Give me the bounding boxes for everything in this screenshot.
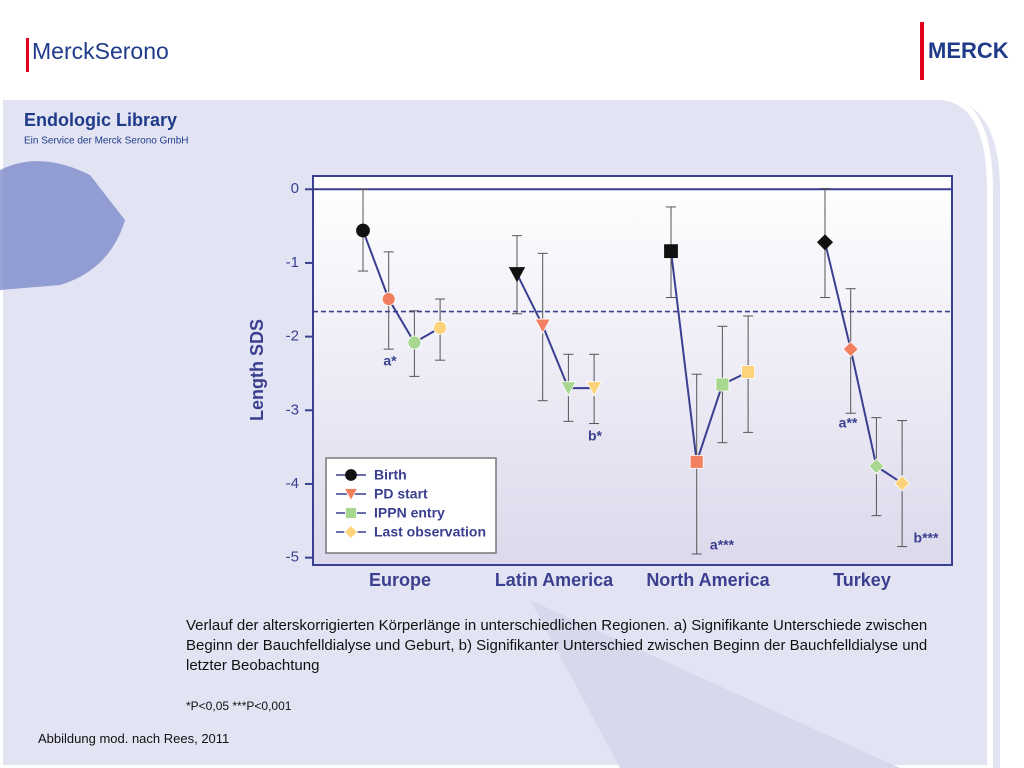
data-point [560, 381, 577, 397]
y-tick-label: -3 [286, 401, 299, 418]
background-edge [0, 94, 993, 768]
source: Abbildung mod. nach Rees, 2011 [38, 731, 230, 746]
data-point [842, 341, 859, 358]
logo-bar [26, 38, 29, 72]
x-tick-label: Latin America [495, 570, 614, 590]
x-tick-label: Turkey [833, 570, 891, 590]
x-tick-label: North America [646, 570, 770, 590]
y-tick-label: -5 [286, 549, 299, 566]
annotation: a** [839, 415, 858, 431]
arrow-shape [530, 600, 900, 768]
data-point [585, 381, 603, 397]
data-point [664, 244, 678, 259]
footnote: *P<0,05 ***P<0,001 [186, 699, 292, 713]
data-point [715, 377, 730, 392]
legend-marker [343, 524, 359, 540]
annotation: b*** [914, 530, 939, 546]
header-subtitle: Ein Service der Merck Serono GmbH [24, 136, 189, 147]
legend-label: IPPN entry [374, 505, 445, 521]
series-line [516, 273, 595, 390]
data-point [894, 475, 911, 492]
annotation: a*** [710, 537, 735, 553]
y-tick-label: -1 [286, 254, 299, 271]
logo-bar [920, 22, 924, 80]
legend-label: Last observation [374, 524, 486, 540]
y-tick-label: -2 [286, 328, 299, 345]
data-point [407, 335, 422, 350]
legend-marker [343, 488, 359, 502]
legend-marker [345, 507, 357, 519]
series-line [362, 230, 441, 344]
legend-label: Birth [374, 467, 407, 483]
legend-label: PD start [374, 486, 428, 502]
data-point [534, 318, 551, 334]
legend-marker [345, 469, 357, 481]
series-line [824, 242, 903, 485]
x-tick-label: Europe [369, 570, 431, 590]
data-point [381, 292, 396, 306]
data-point [508, 267, 526, 283]
data-point [433, 320, 448, 335]
y-tick-label: 0 [291, 180, 299, 197]
y-axis-label: Length SDS [247, 319, 267, 421]
data-point [741, 365, 755, 379]
series-line [670, 251, 749, 463]
caption: Verlauf der alterskorrigierten Körperlän… [186, 617, 928, 674]
molecule-image [0, 161, 125, 290]
logo-left: MerckSerono [32, 38, 169, 64]
logo-right: MERCK [928, 38, 1009, 63]
header-title: Endologic Library [24, 110, 177, 130]
annotation: b* [588, 428, 603, 444]
y-tick-label: -4 [286, 475, 299, 492]
annotation: a* [383, 353, 397, 369]
data-point [356, 223, 370, 238]
data-point [816, 234, 834, 251]
data-point [689, 454, 704, 469]
data-point [868, 458, 885, 475]
